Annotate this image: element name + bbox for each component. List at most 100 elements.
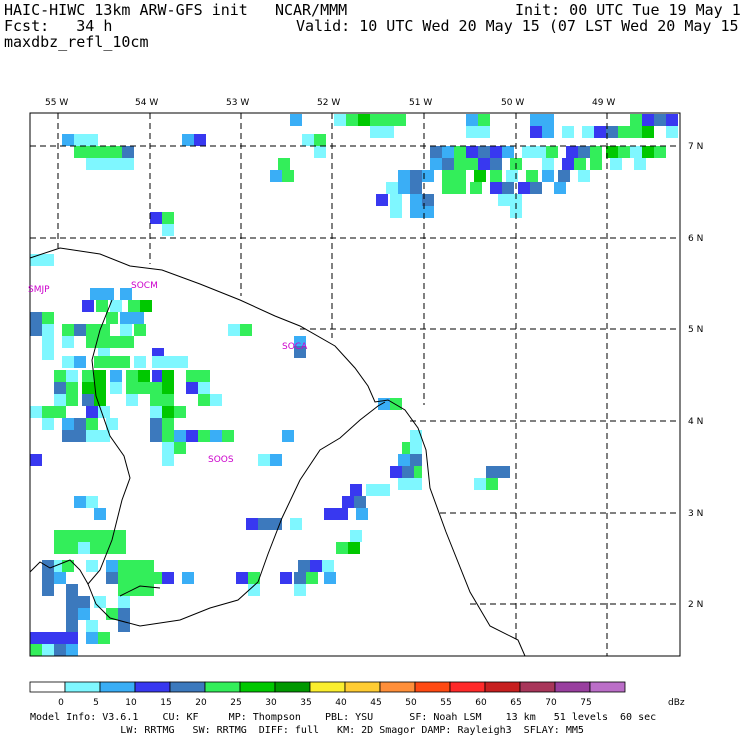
reflectivity-cell xyxy=(106,418,118,430)
reflectivity-cell xyxy=(634,158,646,170)
reflectivity-cell xyxy=(486,466,498,478)
reflectivity-cell xyxy=(474,170,486,182)
reflectivity-cell xyxy=(336,508,348,520)
reflectivity-cell xyxy=(82,382,94,394)
reflectivity-cell xyxy=(502,146,514,158)
colorbar-swatch xyxy=(589,681,626,693)
reflectivity-cell xyxy=(30,312,42,324)
reflectivity-cell xyxy=(370,126,382,138)
reflectivity-cell xyxy=(90,530,102,542)
reflectivity-cell xyxy=(410,478,422,490)
reflectivity-cell xyxy=(518,182,530,194)
reflectivity-cell xyxy=(152,356,164,368)
reflectivity-cell xyxy=(162,406,174,418)
reflectivity-cell xyxy=(66,584,78,596)
reflectivity-cell xyxy=(410,454,422,466)
colorbar-tick: 25 xyxy=(230,698,241,708)
colorbar-unit: dBz xyxy=(668,698,685,708)
reflectivity-cell xyxy=(454,170,466,182)
reflectivity-cell xyxy=(410,442,422,454)
reflectivity-cell xyxy=(42,584,54,596)
reflectivity-cell xyxy=(542,170,554,182)
lat-label: 5 N xyxy=(688,325,703,335)
reflectivity-cell xyxy=(150,430,162,442)
reflectivity-cell xyxy=(442,182,454,194)
reflectivity-cell xyxy=(566,146,578,158)
reflectivity-cell xyxy=(62,134,74,146)
reflectivity-cell xyxy=(530,126,542,138)
reflectivity-cell xyxy=(66,394,78,406)
reflectivity-cell xyxy=(94,370,106,382)
reflectivity-cell xyxy=(98,632,110,644)
reflectivity-cell xyxy=(114,530,126,542)
reflectivity-cell xyxy=(86,336,98,348)
reflectivity-cell xyxy=(42,348,54,360)
reflectivity-cell xyxy=(246,518,258,530)
reflectivity-cell xyxy=(358,114,370,126)
reflectivity-cell xyxy=(66,608,78,620)
reflectivity-cell xyxy=(654,146,666,158)
reflectivity-cell xyxy=(506,170,518,182)
reflectivity-cell xyxy=(62,356,74,368)
colorbar-tick: 65 xyxy=(510,698,521,708)
reflectivity-cell xyxy=(138,370,150,382)
reflectivity-cell xyxy=(258,518,270,530)
reflectivity-cell xyxy=(110,336,122,348)
reflectivity-cell xyxy=(542,114,554,126)
coastline-borders xyxy=(29,247,526,657)
colorbar-swatch xyxy=(29,681,66,693)
colorbar-swatch xyxy=(99,681,136,693)
reflectivity-cell xyxy=(66,632,78,644)
lon-label: 54 W xyxy=(135,98,158,108)
reflectivity-cell xyxy=(346,114,358,126)
reflectivity-cell xyxy=(342,496,354,508)
station-smjp: SMJP xyxy=(28,285,50,295)
reflectivity-cell xyxy=(562,158,574,170)
reflectivity-cell xyxy=(106,356,118,368)
reflectivity-cell xyxy=(54,572,66,584)
colorbar-tick: 50 xyxy=(405,698,417,708)
reflectivity-cell xyxy=(582,126,594,138)
reflectivity-cell xyxy=(62,418,74,430)
reflectivity-cell xyxy=(186,430,198,442)
reflectivity-cell xyxy=(324,508,336,520)
reflectivity-cell xyxy=(542,126,554,138)
reflectivity-cell xyxy=(110,370,122,382)
lon-label: 50 W xyxy=(501,98,524,108)
reflectivity-cell xyxy=(62,430,74,442)
reflectivity-cell xyxy=(542,158,554,170)
reflectivity-cell xyxy=(114,542,126,554)
map-frame xyxy=(29,112,681,657)
reflectivity-cell xyxy=(510,206,522,218)
reflectivity-cell xyxy=(150,394,162,406)
reflectivity-cell xyxy=(94,596,106,608)
colorbar-tick: 20 xyxy=(195,698,207,708)
reflectivity-cell xyxy=(122,336,134,348)
station-soos: SOOS xyxy=(208,455,234,465)
reflectivity-cell xyxy=(282,170,294,182)
reflectivity-cell xyxy=(74,356,86,368)
reflectivity-cell xyxy=(478,158,490,170)
reflectivity-cell xyxy=(290,518,302,530)
lat-label: 7 N xyxy=(688,142,703,152)
reflectivity-cell xyxy=(294,346,306,358)
reflectivity-cell xyxy=(466,158,478,170)
reflectivity-cell xyxy=(490,182,502,194)
lat-label: 4 N xyxy=(688,417,703,427)
reflectivity-cell xyxy=(86,324,98,336)
reflectivity-cell xyxy=(94,356,106,368)
reflectivity-cell xyxy=(642,126,654,138)
reflectivity-cell xyxy=(258,454,270,466)
reflectivity-cell xyxy=(642,146,654,158)
longitude-labels: 55 W 54 W 53 W 52 W 51 W 50 W 49 W xyxy=(45,98,615,108)
reflectivity-cell xyxy=(666,114,678,126)
reflectivity-cell xyxy=(410,182,422,194)
lat-label: 2 N xyxy=(688,600,703,610)
reflectivity-cell xyxy=(42,254,54,266)
reflectivity-cell xyxy=(466,114,478,126)
colorbar-tick: 40 xyxy=(335,698,347,708)
reflectivity-cell xyxy=(398,478,410,490)
reflectivity-cell xyxy=(110,300,122,312)
colorbar-tick: 70 xyxy=(545,698,557,708)
